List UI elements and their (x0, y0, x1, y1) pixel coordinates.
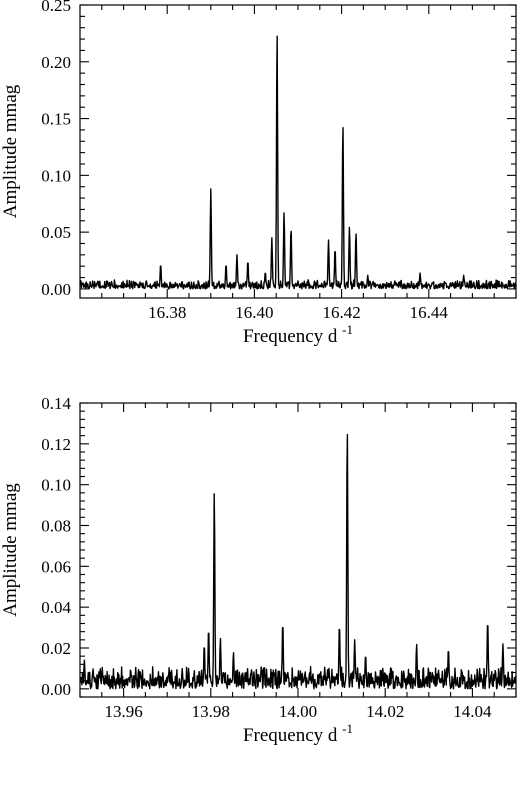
y-tick-label: 0.14 (41, 394, 71, 413)
x-tick-label: 16.44 (410, 303, 449, 322)
x-tick-label: 14.02 (366, 702, 404, 721)
x-axis-label: Frequency d -1 (243, 322, 353, 347)
y-tick-label: 0.20 (41, 53, 71, 72)
y-tick-label: 0.15 (41, 110, 71, 129)
y-axis-label: Amplitude mmag (0, 483, 21, 617)
x-tick-label: 16.42 (322, 303, 360, 322)
x-tick-label: 16.40 (235, 303, 273, 322)
y-tick-label: 0.10 (41, 166, 71, 185)
plot-frame (79, 4, 517, 299)
x-tick-label: 16.38 (148, 303, 186, 322)
x-tick-label: 13.96 (104, 702, 142, 721)
y-tick-label: 0.25 (41, 0, 71, 15)
y-tick-label: 0.08 (41, 517, 71, 536)
y-tick-label: 0.00 (41, 280, 71, 299)
x-tick-label: 14.00 (279, 702, 317, 721)
y-tick-label: 0.02 (41, 639, 71, 658)
plot-frame (79, 402, 517, 698)
bottom-panel: 13.96 13.98 14.00 14.02 14.04 0.00 0.02 0.04 0.0… (0, 394, 517, 746)
y-tick-label: 0.00 (41, 680, 71, 699)
y-tick-label: 0.05 (41, 223, 71, 242)
y-axis-label: Amplitude mmag (0, 84, 21, 218)
x-tick-label: 14.04 (453, 702, 492, 721)
x-axis-label: Frequency d -1 (243, 721, 353, 746)
x-tick-label: 13.98 (192, 702, 230, 721)
top-panel: 16.38 16.40 16.42 16.44 0.00 0.05 0.10 0.15 0.20… (0, 0, 517, 347)
amplitude-spectrum-line (79, 433, 517, 690)
y-tick-label: 0.12 (41, 435, 71, 454)
y-tick-label: 0.04 (41, 598, 71, 617)
y-tick-label: 0.06 (41, 557, 71, 576)
amplitude-spectrum-line (79, 35, 517, 290)
y-tick-label: 0.10 (41, 476, 71, 495)
